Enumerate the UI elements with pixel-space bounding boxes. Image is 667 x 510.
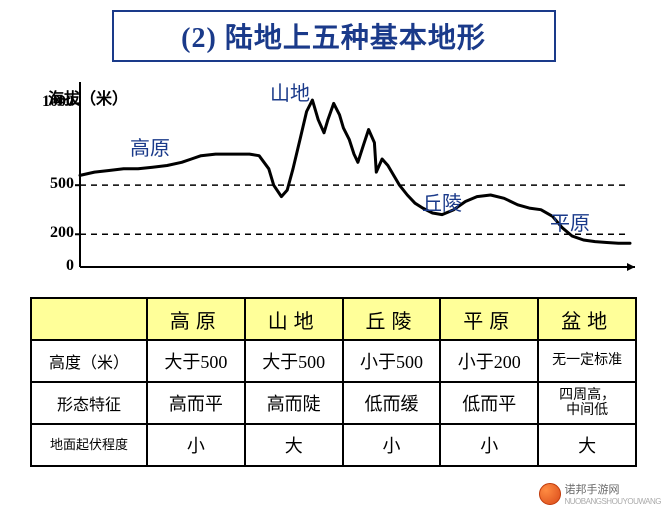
watermark-sub: NUOBANGSHOUYOUWANG: [565, 497, 662, 506]
watermark: 诺邦手游网 NUOBANGSHOUYOUWANG: [539, 481, 662, 506]
y-tick-0: 0: [24, 257, 74, 275]
watermark-text: 诺邦手游网: [565, 481, 662, 497]
col-head: 高原: [147, 298, 245, 340]
row-head: 高度（米）: [31, 340, 147, 382]
region-label-高原: 高原: [130, 132, 170, 161]
col-head: 山地: [245, 298, 343, 340]
row-head: 地面起伏程度: [31, 424, 147, 466]
table-cell: 四周高，中间低: [538, 382, 636, 424]
col-head: 平原: [440, 298, 538, 340]
col-head: 丘陵: [343, 298, 441, 340]
table-cell: 小于200: [440, 340, 538, 382]
table-cell: 高而平: [147, 382, 245, 424]
region-label-丘陵: 丘陵: [422, 187, 462, 216]
y-tick-1000: 1000: [24, 93, 74, 111]
elevation-chart: 海拔（米） 02005001000高原山地丘陵平原: [20, 67, 640, 287]
table-cell: 小: [343, 424, 441, 466]
table-cell: 小于500: [343, 340, 441, 382]
table-cell: 大: [245, 424, 343, 466]
table-cell: 大于500: [147, 340, 245, 382]
watermark-text-block: 诺邦手游网 NUOBANGSHOUYOUWANG: [565, 481, 662, 506]
landform-table-wrap: 高原山地丘陵平原盆地高度（米）大于500大于500小于500小于200无一定标准…: [30, 297, 637, 467]
table-cell: 无一定标准: [538, 340, 636, 382]
table-cell: 低而平: [440, 382, 538, 424]
row-head: 形态特征: [31, 382, 147, 424]
watermark-logo-icon: [539, 483, 561, 505]
table-cell: 高而陡: [245, 382, 343, 424]
table-cell: 低而缓: [343, 382, 441, 424]
col-head: 盆地: [538, 298, 636, 340]
page-title: (2) 陆地上五种基本地形: [181, 23, 486, 54]
table-cell: 小: [147, 424, 245, 466]
table-cell: 大于500: [245, 340, 343, 382]
table-corner: [31, 298, 147, 340]
title-box: (2) 陆地上五种基本地形: [112, 10, 556, 62]
table-cell: 大: [538, 424, 636, 466]
y-tick-500: 500: [24, 175, 74, 193]
region-label-平原: 平原: [550, 207, 590, 236]
table-cell: 小: [440, 424, 538, 466]
region-label-山地: 山地: [270, 77, 310, 106]
y-tick-200: 200: [24, 224, 74, 242]
landform-table: 高原山地丘陵平原盆地高度（米）大于500大于500小于500小于200无一定标准…: [30, 297, 637, 467]
